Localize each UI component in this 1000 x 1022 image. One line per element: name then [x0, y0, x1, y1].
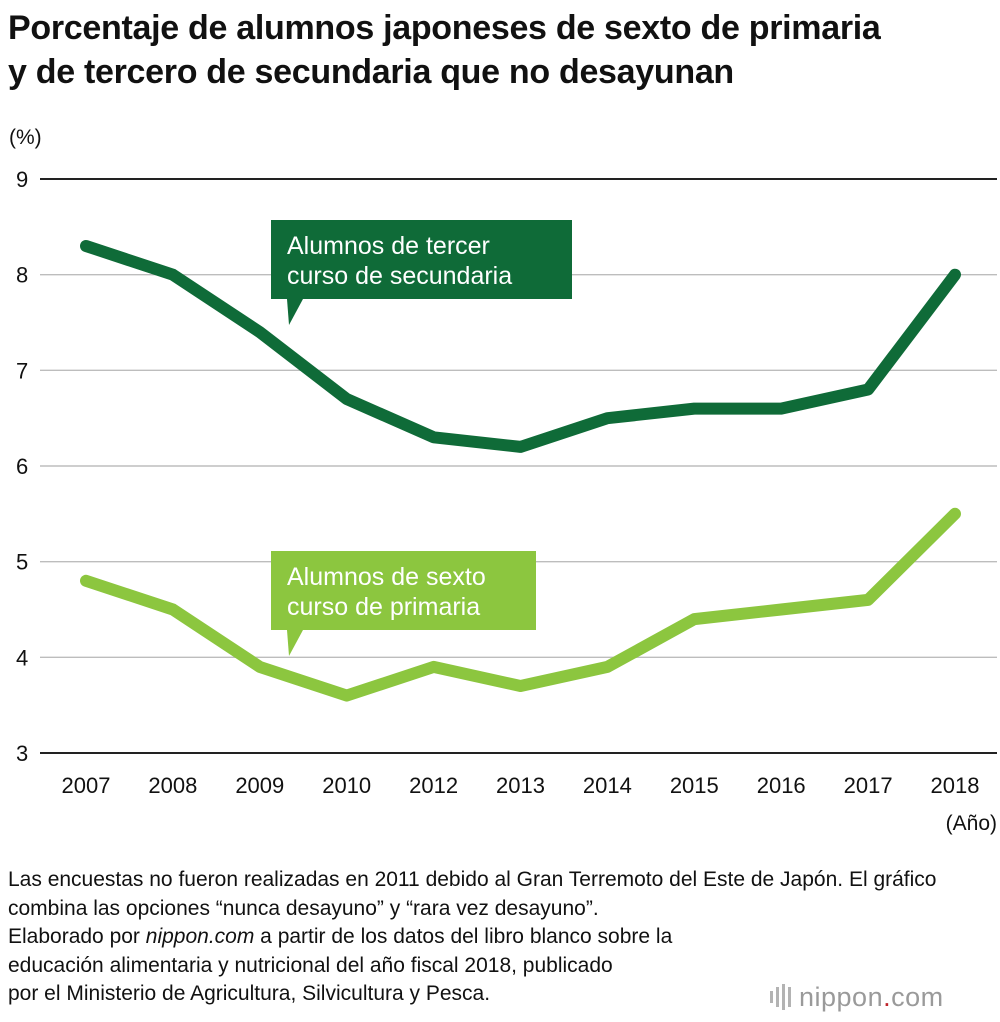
- y-tick-label: 7: [16, 358, 28, 383]
- y-tick-labels: 3 4 5 6 7 8 9: [16, 167, 28, 766]
- callout-pointer: [287, 299, 303, 325]
- footnote-line-5: por el Ministerio de Agricultura, Silvic…: [8, 982, 491, 1005]
- callout-pointer: [287, 630, 303, 656]
- chart-title-line-1: Porcentaje de alumnos japoneses de sexto…: [8, 9, 881, 47]
- chart-title-line-2: y de tercero de secundaria que no desayu…: [8, 53, 734, 91]
- logo-tld: com: [891, 981, 944, 1012]
- y-tick-label: 5: [16, 550, 28, 575]
- x-tick-label: 2008: [148, 773, 197, 798]
- y-tick-label: 6: [16, 454, 28, 479]
- x-tick-label: 2010: [322, 773, 371, 798]
- x-tick-label: 2015: [670, 773, 719, 798]
- logo-brand: nippon: [799, 981, 884, 1012]
- footnote-source-post: a partir de los datos del libro blanco s…: [254, 925, 673, 948]
- nippon-logo: nippon.com: [770, 982, 944, 1012]
- x-tick-label: 2018: [931, 773, 980, 798]
- logo-dot: .: [883, 981, 892, 1012]
- callout-label-line: curso de primaria: [287, 593, 480, 621]
- y-axis-label: (%): [9, 126, 42, 149]
- line-chart: 3 4 5 6 7 8 9 2007 2008 2009 2010 2012 2013 2014 2015…: [9, 126, 997, 835]
- x-tick-label: 2012: [409, 773, 458, 798]
- y-tick-label: 8: [16, 263, 28, 288]
- y-tick-label: 9: [16, 167, 28, 192]
- x-tick-label: 2007: [62, 773, 111, 798]
- callout-box: [271, 551, 536, 630]
- logo-mark-icon: [770, 984, 791, 1010]
- y-tick-label: 3: [16, 741, 28, 766]
- chart-footnote: Las encuestas no fueron realizadas en 20…: [8, 866, 998, 1009]
- x-tick-label: 2017: [844, 773, 893, 798]
- chart-title: Porcentaje de alumnos japoneses de sexto…: [8, 6, 998, 94]
- x-tick-label: 2009: [235, 773, 284, 798]
- footnote-line-3: Elaborado por nippon.com a partir de los…: [8, 923, 998, 952]
- callout-label-line: curso de secundaria: [287, 262, 512, 290]
- callout-box: [271, 220, 572, 299]
- y-tick-label: 4: [16, 645, 28, 670]
- footnote-source-pre: Elaborado por: [8, 925, 146, 948]
- x-tick-label: 2013: [496, 773, 545, 798]
- series-lines: [80, 240, 961, 702]
- series-line-2: [80, 507, 961, 702]
- footnote-line-1: Las encuestas no fueron realizadas en 20…: [8, 868, 937, 920]
- x-tick-label: 2016: [757, 773, 806, 798]
- x-tick-labels: 2007 2008 2009 2010 2012 2013 2014 2015 2016 2017…: [62, 773, 980, 798]
- footnote-line-4: educación alimentaria y nutricional del …: [8, 953, 613, 977]
- series-line-1: [80, 240, 961, 453]
- callout-label-line: Alumnos de sexto: [287, 563, 486, 591]
- x-axis-label: (Año): [946, 812, 997, 835]
- callout-label-line: Alumnos de tercer: [287, 232, 490, 260]
- x-tick-label: 2014: [583, 773, 632, 798]
- footnote-source-site: nippon.com: [145, 925, 255, 948]
- logo-wordmark: nippon.com: [799, 982, 944, 1013]
